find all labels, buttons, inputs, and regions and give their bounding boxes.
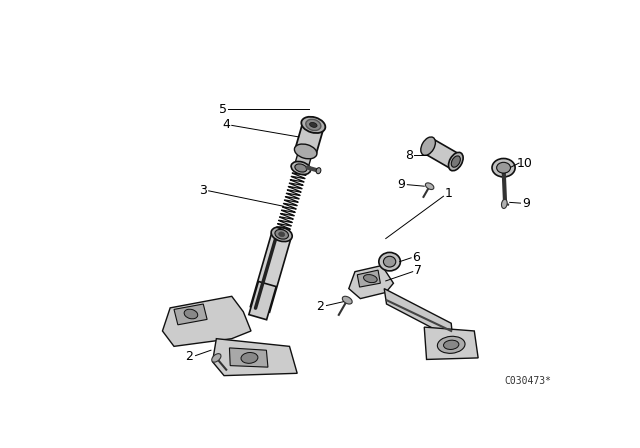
Polygon shape bbox=[250, 232, 291, 312]
Text: 4: 4 bbox=[223, 118, 230, 131]
Polygon shape bbox=[357, 270, 380, 287]
Ellipse shape bbox=[271, 227, 292, 241]
Ellipse shape bbox=[295, 164, 307, 172]
Text: 10: 10 bbox=[516, 157, 532, 170]
Ellipse shape bbox=[212, 353, 221, 362]
Ellipse shape bbox=[306, 119, 321, 130]
Ellipse shape bbox=[420, 137, 435, 155]
Polygon shape bbox=[249, 281, 276, 320]
Polygon shape bbox=[294, 150, 312, 169]
Ellipse shape bbox=[364, 275, 377, 283]
Text: 7: 7 bbox=[414, 264, 422, 277]
Ellipse shape bbox=[502, 199, 507, 208]
Ellipse shape bbox=[444, 340, 459, 349]
Text: 9: 9 bbox=[397, 178, 405, 191]
Text: 9: 9 bbox=[522, 197, 530, 210]
Polygon shape bbox=[295, 122, 324, 155]
Polygon shape bbox=[349, 266, 394, 299]
Ellipse shape bbox=[294, 144, 317, 159]
Ellipse shape bbox=[342, 296, 352, 304]
Ellipse shape bbox=[241, 353, 258, 363]
Ellipse shape bbox=[184, 309, 198, 319]
Ellipse shape bbox=[451, 156, 460, 167]
Ellipse shape bbox=[437, 336, 465, 353]
Text: C030473*: C030473* bbox=[504, 376, 551, 386]
Polygon shape bbox=[230, 348, 268, 367]
Polygon shape bbox=[424, 138, 460, 169]
Ellipse shape bbox=[497, 162, 511, 173]
Polygon shape bbox=[163, 296, 251, 346]
Ellipse shape bbox=[492, 159, 515, 177]
Text: 5: 5 bbox=[218, 103, 227, 116]
Polygon shape bbox=[424, 327, 478, 359]
Ellipse shape bbox=[316, 168, 321, 174]
Ellipse shape bbox=[426, 183, 434, 190]
Ellipse shape bbox=[379, 252, 401, 271]
Ellipse shape bbox=[275, 229, 289, 239]
Ellipse shape bbox=[449, 152, 463, 171]
Text: 6: 6 bbox=[413, 250, 420, 263]
Text: 8: 8 bbox=[405, 149, 413, 162]
Ellipse shape bbox=[310, 122, 317, 127]
Ellipse shape bbox=[278, 232, 285, 237]
Text: 3: 3 bbox=[199, 184, 207, 197]
Ellipse shape bbox=[383, 256, 396, 267]
Ellipse shape bbox=[301, 117, 325, 133]
Polygon shape bbox=[212, 339, 297, 375]
Text: 2: 2 bbox=[186, 350, 193, 363]
Ellipse shape bbox=[291, 161, 310, 175]
Polygon shape bbox=[384, 289, 452, 339]
Polygon shape bbox=[174, 304, 207, 325]
Text: 2: 2 bbox=[316, 300, 324, 313]
Text: 1: 1 bbox=[445, 187, 453, 200]
